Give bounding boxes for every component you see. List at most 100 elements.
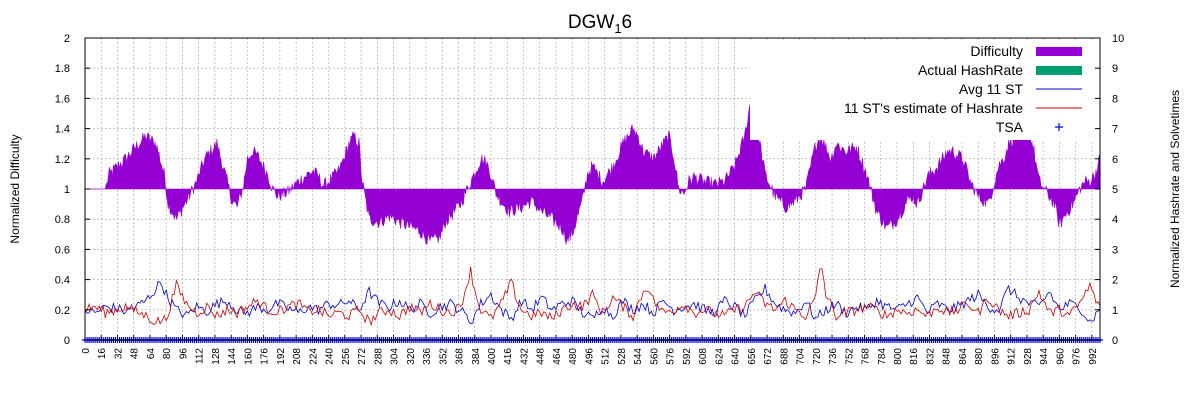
chart-title: DGW16 (0, 12, 1200, 36)
x-tick-label: 368 (455, 348, 466, 365)
x-tick-label: 16 (97, 348, 108, 360)
x-tick-label: 96 (178, 348, 189, 360)
legend-label: 11 ST's estimate of Hashrate (844, 100, 1023, 116)
x-tick-label: 432 (519, 348, 530, 365)
y-tick-label: 1 (64, 184, 70, 196)
x-tick-label: 416 (503, 348, 514, 365)
legend: Difficulty Actual HashRate Avg 11 ST 11 ST'… (750, 40, 1095, 140)
x-tick-label: 272 (357, 348, 368, 365)
x-tick-label: 256 (341, 348, 352, 365)
y-tick-label: 0.8 (55, 214, 70, 226)
x-tick-label: 304 (390, 348, 401, 365)
y2-tick-label: 8 (1112, 93, 1118, 105)
y2-tick-label: 2 (1112, 275, 1118, 287)
x-tick-label: 240 (325, 348, 336, 365)
y2-tick-label: 3 (1112, 244, 1118, 256)
x-tick-label: 864 (958, 348, 969, 365)
y2-tick-label: 9 (1112, 63, 1118, 75)
estimate-series (84, 266, 1101, 327)
y-tick-label: 1.8 (55, 63, 70, 75)
y-axis-right-ticks: 0 1 2 3 4 5 6 7 8 9 10 (1095, 33, 1124, 347)
y-axis-left-ticks: 0 0.2 0.4 0.6 0.8 1 1.2 1.4 1.6 1.8 2 (55, 33, 90, 347)
x-tick-label: 320 (406, 348, 417, 365)
y-tick-label: 2 (64, 33, 70, 45)
x-tick-label: 880 (974, 348, 985, 365)
x-tick-label: 224 (308, 348, 319, 365)
x-tick-label: 608 (698, 348, 709, 365)
x-tick-label: 144 (227, 348, 238, 365)
x-tick-label: 928 (1023, 348, 1034, 365)
legend-label: Actual HashRate (918, 62, 1023, 78)
x-tick-label: 768 (861, 348, 872, 365)
x-tick-label: 800 (893, 348, 904, 365)
x-tick-label: 448 (536, 348, 547, 365)
estimate-line (84, 266, 1101, 327)
x-tick-label: 976 (1072, 348, 1083, 365)
x-tick-label: 128 (211, 348, 222, 365)
x-tick-label: 752 (844, 348, 855, 365)
y-tick-label: 1.6 (55, 93, 70, 105)
x-tick-label: 352 (438, 348, 449, 365)
x-tick-label: 160 (243, 348, 254, 365)
x-tick-label: 784 (877, 348, 888, 365)
y-tick-label: 0.6 (55, 244, 70, 256)
x-tick-label: 112 (195, 348, 206, 364)
y2-tick-label: 7 (1112, 124, 1118, 136)
y2-tick-label: 0 (1112, 335, 1118, 347)
y-tick-label: 1.2 (55, 154, 70, 166)
x-tick-label: 912 (1007, 348, 1018, 365)
x-tick-label: 32 (113, 348, 124, 360)
x-tick-label: 832 (925, 348, 936, 365)
y-tick-label: 1.4 (55, 124, 70, 136)
x-tick-label: 592 (682, 348, 693, 365)
x-tick-label: 960 (1055, 348, 1066, 365)
legend-label: Difficulty (970, 43, 1023, 59)
legend-background (750, 40, 1095, 140)
x-tick-label: 720 (812, 348, 823, 365)
x-tick-label: 464 (552, 348, 563, 365)
legend-swatch (1036, 66, 1082, 75)
y-axis-label-left: Normalized Difficulty (8, 134, 22, 244)
x-tick-label: 208 (292, 348, 303, 365)
legend-label: Avg 11 ST (959, 81, 1024, 97)
y2-tick-label: 6 (1112, 154, 1118, 166)
x-tick-label: 400 (487, 348, 498, 365)
x-tick-label: 544 (633, 348, 644, 365)
x-tick-label: 736 (828, 348, 839, 365)
avg-st-series (84, 280, 1101, 325)
x-tick-label: 704 (796, 348, 807, 365)
x-tick-label: 496 (584, 348, 595, 365)
y-axis-label-right: Normalized Hashrate and Solvetimes (1168, 89, 1182, 289)
x-tick-label: 672 (763, 348, 774, 365)
x-tick-label: 64 (146, 348, 157, 360)
x-tick-label: 560 (649, 348, 660, 365)
x-tick-label: 576 (666, 348, 677, 365)
x-tick-label: 384 (471, 348, 482, 365)
x-tick-label: 80 (162, 348, 173, 360)
y2-tick-label: 5 (1112, 184, 1118, 196)
x-tick-label: 528 (617, 348, 628, 365)
x-tick-label: 816 (909, 348, 920, 365)
x-tick-label: 192 (276, 348, 287, 365)
difficulty-area (85, 104, 1101, 245)
x-tick-label: 176 (260, 348, 271, 365)
legend-label: TSA (996, 119, 1024, 135)
x-tick-label: 48 (130, 348, 141, 360)
y2-tick-label: 4 (1112, 214, 1118, 226)
x-tick-label: 992 (1088, 348, 1099, 365)
x-tick-label: 944 (1039, 348, 1050, 365)
legend-swatch (1055, 123, 1063, 131)
x-tick-label: 688 (779, 348, 790, 365)
x-tick-label: 0 (81, 348, 92, 354)
x-tick-label: 288 (373, 348, 384, 365)
title-main: DGW (567, 12, 615, 33)
x-tick-label: 640 (731, 348, 742, 365)
x-axis-ticks: 0 16 32 48 64 80 96 112 128 144 160 176 192 208 224 240… (81, 335, 1099, 365)
x-tick-label: 848 (942, 348, 953, 365)
x-tick-label: 480 (568, 348, 579, 365)
difficulty-series (85, 104, 1101, 245)
y-tick-label: 0 (64, 335, 70, 347)
title-suffix: 6 (621, 12, 633, 33)
avg-st-line (84, 280, 1101, 325)
